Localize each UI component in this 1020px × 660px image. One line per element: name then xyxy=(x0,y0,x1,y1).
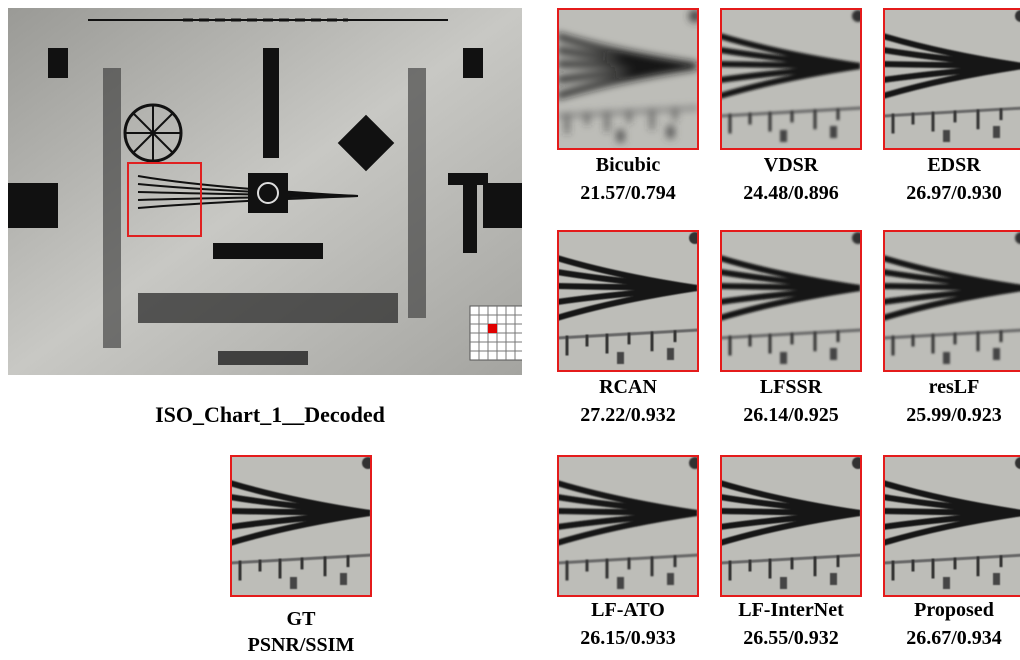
zoom-crop xyxy=(883,455,1020,597)
numeral xyxy=(943,577,950,589)
main-caption: ISO_Chart_1__Decoded xyxy=(70,402,470,428)
numeral xyxy=(780,352,787,364)
method-metric: 25.99/0.923 xyxy=(854,403,1020,427)
numeral xyxy=(780,130,787,142)
zoom-crop xyxy=(557,455,699,597)
numeral xyxy=(830,573,837,585)
zoom-crop xyxy=(720,230,862,372)
numeral xyxy=(617,352,624,364)
main-image xyxy=(8,8,522,375)
numeral xyxy=(943,352,950,364)
zoom-crop xyxy=(883,8,1020,150)
numeral xyxy=(667,126,674,138)
numeral xyxy=(667,348,674,360)
numeral xyxy=(780,577,787,589)
zoom-crop xyxy=(883,230,1020,372)
numeral xyxy=(667,573,674,585)
method-name: resLF xyxy=(854,375,1020,399)
zoom-crop xyxy=(557,8,699,150)
zoom-crop xyxy=(230,455,372,597)
numeral xyxy=(617,130,624,142)
figure: ISO_Chart_1__Decoded (() => { const data… xyxy=(0,0,1020,660)
method-metric: 26.97/0.930 xyxy=(854,181,1020,205)
reference-name: GT xyxy=(201,607,401,631)
zoom-crop xyxy=(720,8,862,150)
numeral xyxy=(993,573,1000,585)
numeral xyxy=(617,577,624,589)
numeral xyxy=(340,573,347,585)
reference-metric: PSNR/SSIM xyxy=(201,633,401,657)
numeral xyxy=(993,348,1000,360)
method-name: Proposed xyxy=(854,598,1020,622)
numeral xyxy=(290,577,297,589)
numeral xyxy=(830,126,837,138)
method-metric: 26.67/0.934 xyxy=(854,626,1020,650)
numeral xyxy=(993,126,1000,138)
zoom-crop xyxy=(557,230,699,372)
grid-icon-center xyxy=(488,324,497,333)
numeral xyxy=(943,130,950,142)
zoom-crop xyxy=(720,455,862,597)
method-name: EDSR xyxy=(854,153,1020,177)
numeral xyxy=(830,348,837,360)
